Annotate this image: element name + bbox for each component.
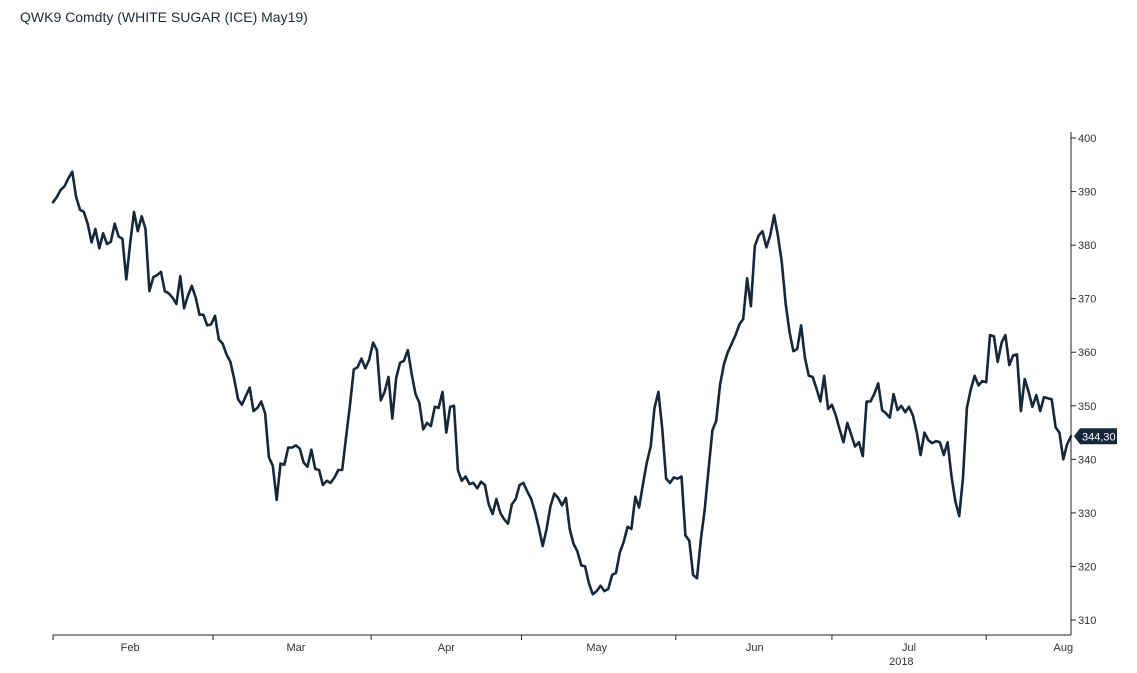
last-value-badge (1074, 428, 1117, 445)
y-tick-label: 340 (1078, 454, 1096, 466)
y-tick-label: 360 (1078, 347, 1096, 359)
x-tick-label: May (586, 642, 607, 654)
year-label: 2018 (889, 656, 913, 668)
x-tick-label: Mar (286, 642, 305, 654)
y-axis: 400 390 380 370 360 350 340 330 320 310 344,30 (1070, 132, 1117, 635)
x-tick-label: Jul (902, 642, 916, 654)
y-tick-label: 400 (1078, 133, 1096, 145)
y-tick-label: 310 (1078, 615, 1096, 627)
x-tick-label: Apr (438, 642, 455, 654)
y-tick-label: 390 (1078, 187, 1096, 199)
y-tick-label: 380 (1078, 240, 1096, 252)
series-line (51, 170, 1073, 596)
y-tick-label: 370 (1078, 294, 1096, 306)
x-tick-label: Jun (746, 642, 764, 654)
x-tick-label: Feb (121, 642, 140, 654)
plot-area (51, 170, 1073, 596)
x-tick-label: Aug (1053, 642, 1073, 654)
last-value-label: 344,30 (1082, 431, 1116, 443)
y-tick-label: 320 (1078, 561, 1096, 573)
chart-title: QWK9 Comdty (WHITE SUGAR (ICE) May19) (20, 9, 308, 25)
x-axis: FebMarAprMayJunJulAugSepOctNovDecJanFeb2… (52, 634, 1073, 668)
y-tick-label: 350 (1078, 401, 1096, 413)
y-tick-label: 330 (1078, 508, 1096, 520)
